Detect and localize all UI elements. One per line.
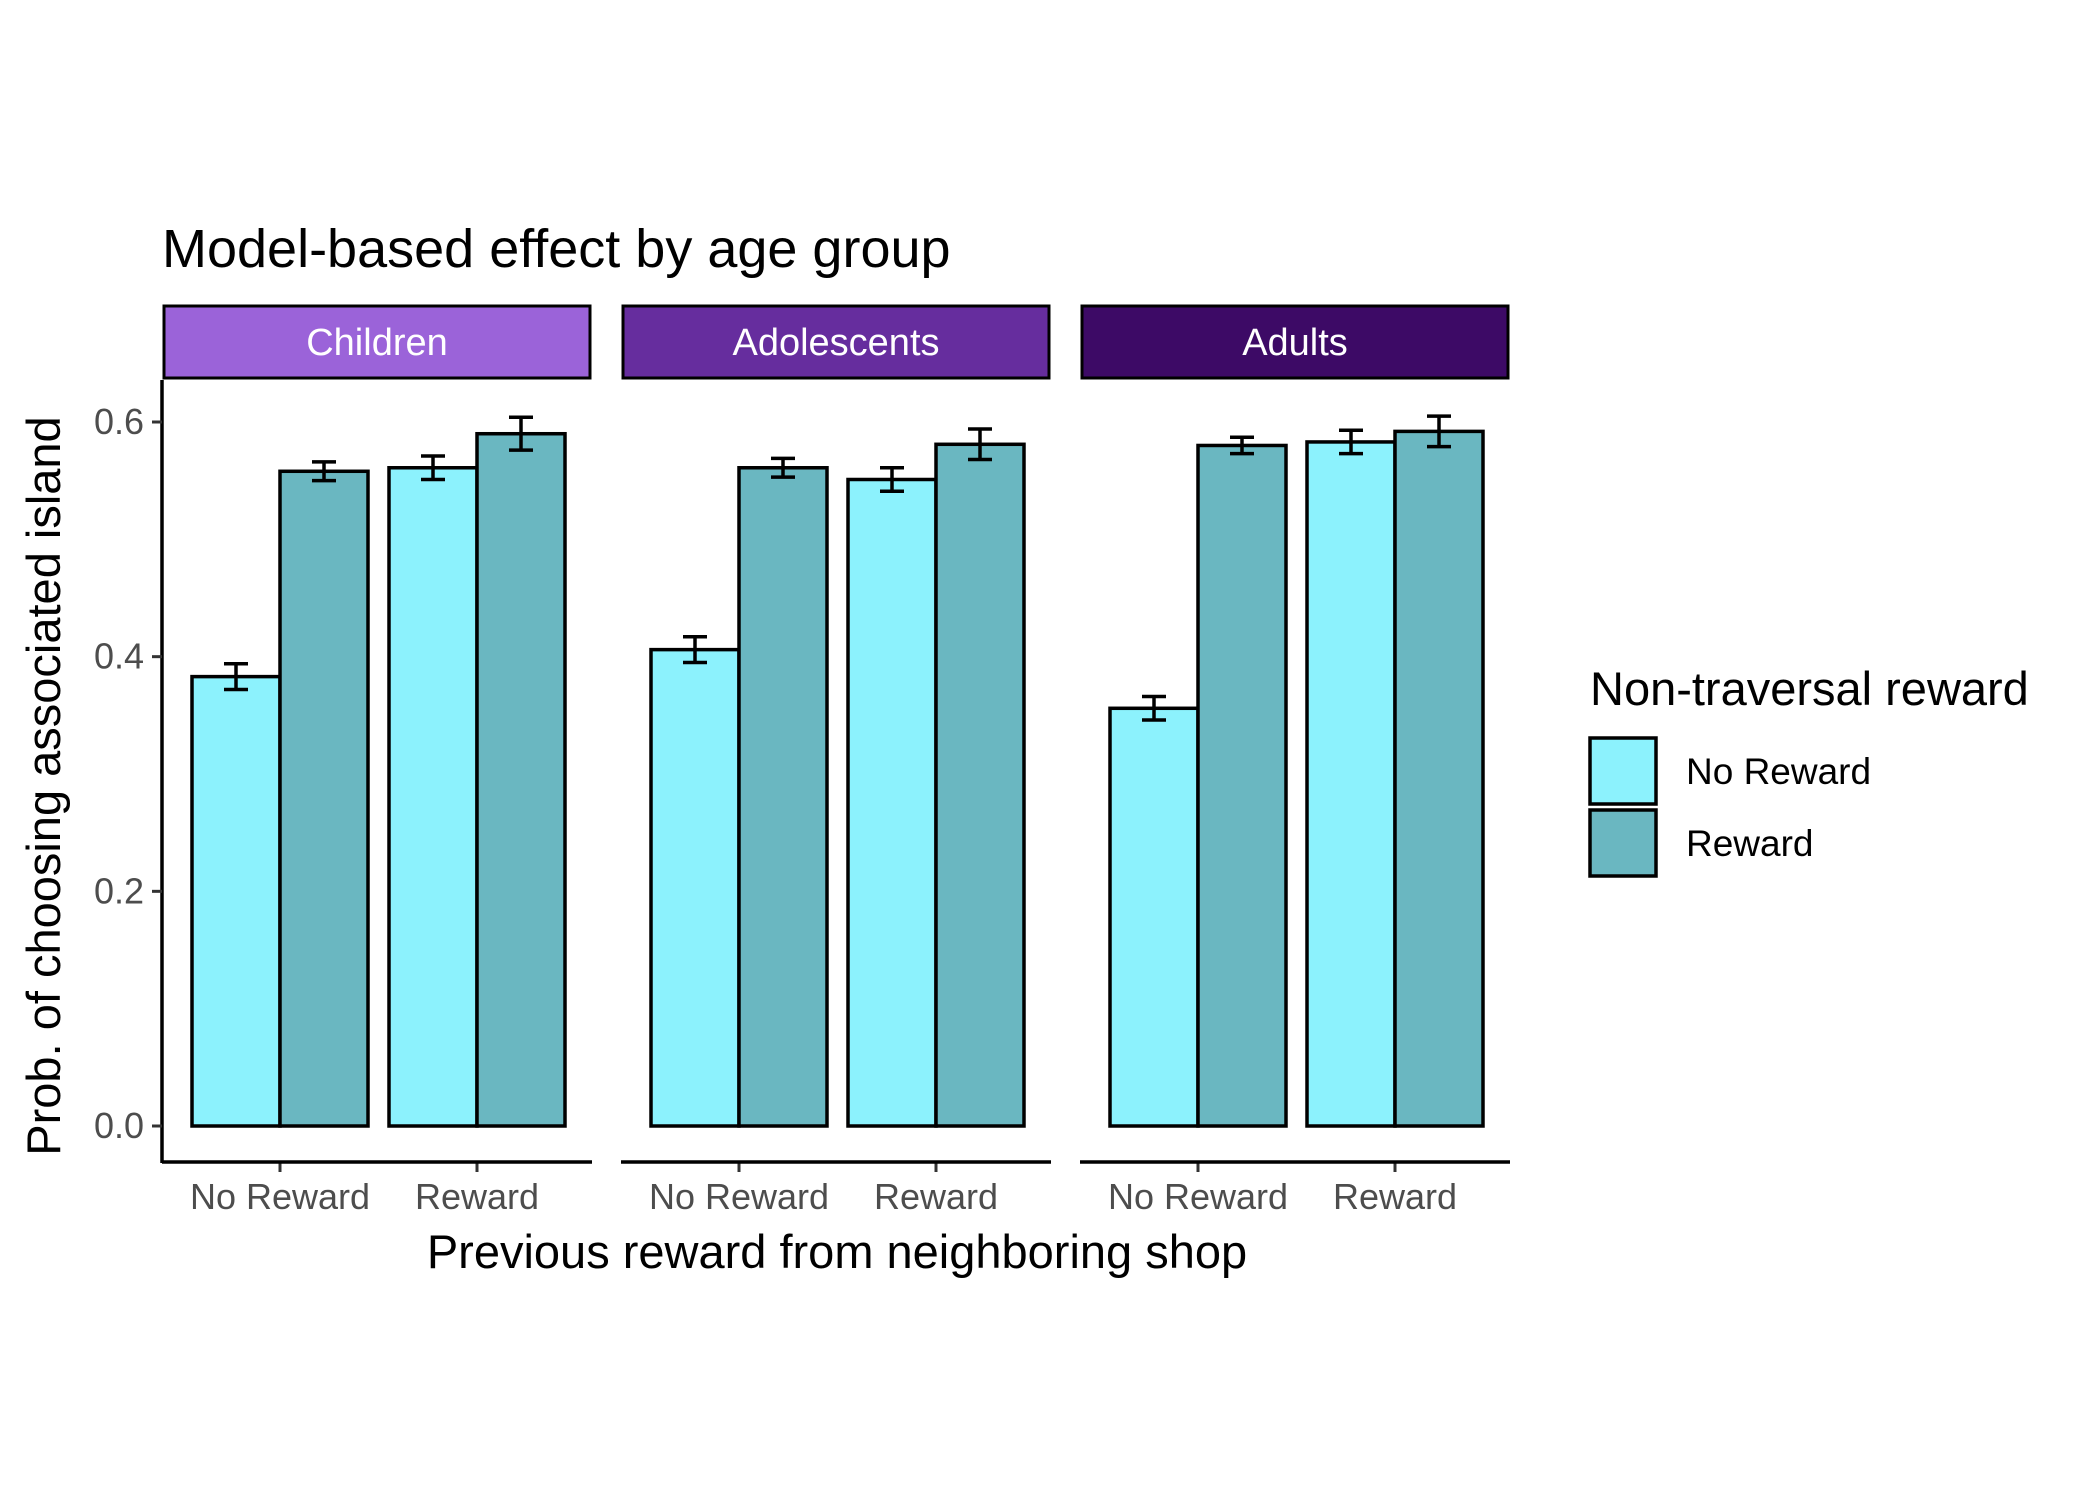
bar [1108, 706, 1200, 1128]
error-bar [1230, 435, 1254, 456]
legend: Non-traversal reward No Reward Reward [1588, 662, 2029, 878]
facet-panels: Children No Reward Reward Adolescents No Rew… [162, 304, 1510, 1217]
y-tick-label: 0.2 [94, 870, 144, 911]
error-bar [880, 466, 904, 493]
bar [649, 647, 741, 1128]
error-bar [1339, 428, 1363, 456]
strip-label: Adolescents [732, 322, 939, 364]
x-tick-label: No Reward [1108, 1176, 1288, 1217]
legend-key [1588, 736, 1658, 806]
error-bar [312, 460, 336, 483]
legend-keys: No Reward Reward [1588, 736, 1871, 878]
facet-children: Children No Reward Reward [162, 304, 592, 1217]
bar [934, 442, 1026, 1128]
error-bar [1142, 694, 1166, 722]
x-axis-title: Previous reward from neighboring shop [427, 1225, 1247, 1278]
bar [1393, 429, 1485, 1128]
bar [190, 674, 282, 1128]
legend-item: No Reward [1588, 736, 1871, 806]
legend-label: Reward [1686, 823, 1814, 864]
x-tick-label: Reward [874, 1176, 998, 1217]
chart-title: Model-based effect by age group [162, 219, 951, 279]
y-tick-label: 0.6 [94, 401, 144, 442]
error-bar [421, 454, 445, 482]
x-tick-label: Reward [1333, 1176, 1457, 1217]
facet-adults: Adults No Reward Reward [1080, 304, 1510, 1217]
facet-adolescents: Adolescents No Reward Reward [621, 304, 1051, 1217]
bar [278, 469, 370, 1128]
x-tick-label: No Reward [190, 1176, 370, 1217]
error-bar [968, 427, 992, 462]
y-axis-title: Prob. of choosing associated island [17, 416, 70, 1155]
strip-background [621, 304, 1051, 380]
x-tick-label: Reward [415, 1176, 539, 1217]
legend-item: Reward [1588, 808, 1814, 878]
bar [737, 466, 829, 1128]
bar [846, 477, 938, 1128]
error-bar [771, 456, 795, 479]
bar [475, 431, 567, 1128]
legend-key [1588, 808, 1658, 878]
error-bar [224, 661, 248, 692]
x-tick-label: No Reward [649, 1176, 829, 1217]
error-bar [509, 415, 533, 452]
y-axis: 0.0 0.2 0.4 0.6 [94, 380, 164, 1163]
legend-title: Non-traversal reward [1590, 662, 2029, 715]
error-bar [683, 634, 707, 665]
strip-label: Children [306, 322, 448, 364]
strip-background [162, 304, 592, 380]
bar [1196, 443, 1288, 1128]
y-tick-label: 0.0 [94, 1105, 144, 1146]
bar [1305, 440, 1397, 1128]
strip-background [1080, 304, 1510, 380]
legend-label: No Reward [1686, 751, 1871, 792]
error-bar [1427, 414, 1451, 449]
strip-label: Adults [1242, 322, 1348, 364]
bar [387, 466, 479, 1128]
y-tick-label: 0.4 [94, 636, 144, 677]
